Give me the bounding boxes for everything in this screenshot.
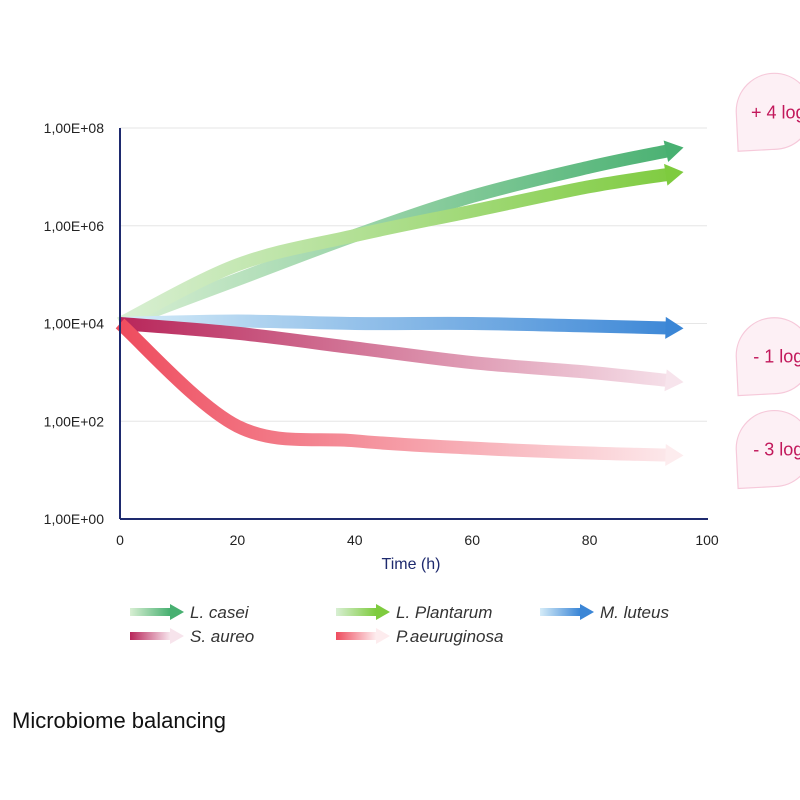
series-arrowhead-p-aeuruginosa [665, 443, 684, 466]
legend-swatch [336, 632, 376, 640]
annotation-text: - 1 log [753, 347, 800, 367]
x-tick-label: 0 [116, 532, 124, 548]
series-arrowhead-l-plantarum [664, 163, 684, 186]
legend-item-s-aureo: S. aureo [130, 627, 254, 646]
y-tick-label: 1,00E+06 [44, 218, 105, 234]
legend-item-l-plantarum: L. Plantarum [336, 603, 492, 622]
series-s-aureo [119, 317, 684, 392]
x-tick-label: 20 [230, 532, 246, 548]
series-arrowhead-m-luteus [665, 316, 684, 339]
legend-arrowhead [376, 628, 390, 644]
annotation-bubble: - 3 log [735, 410, 800, 490]
y-tick-label: 1,00E+08 [44, 120, 105, 136]
legend-label: M. luteus [600, 603, 669, 622]
x-tick-label: 40 [347, 532, 363, 548]
series-layer [115, 140, 684, 466]
axes [119, 128, 708, 520]
legend-swatch [130, 632, 170, 640]
annotation-bubble: - 1 log [735, 317, 800, 397]
annotation-text: + 4 log [751, 102, 800, 122]
series-line-m-luteus [119, 314, 668, 335]
legend-swatch [130, 608, 170, 616]
series-line-l-casei [117, 144, 670, 330]
x-axis-label: Time (h) [382, 556, 441, 573]
legend-label: P.aeuruginosa [396, 627, 503, 646]
y-tick-label: 1,00E+02 [44, 413, 105, 429]
series-l-plantarum [117, 163, 684, 330]
y-tick-label: 1,00E+00 [44, 511, 105, 527]
series-line-l-plantarum [117, 168, 669, 330]
x-tick-label: 80 [582, 532, 598, 548]
legend-label: S. aureo [190, 627, 254, 646]
legend-swatch [540, 608, 580, 616]
legend-swatch [336, 608, 376, 616]
legend-label: L. Plantarum [396, 603, 492, 622]
series-m-luteus [119, 314, 684, 339]
x-axis-ticks: 0 20 40 60 80 100 [116, 532, 719, 548]
bubble-shape [735, 72, 800, 152]
figure-caption: Microbiome balancing [12, 708, 226, 733]
legend-arrowhead [376, 604, 390, 620]
bubble-shape [735, 410, 800, 490]
x-tick-label: 100 [695, 532, 719, 548]
series-arrowhead-s-aureo [664, 369, 684, 392]
annotation-bubbles: + 4 log - 1 log - 3 log [735, 72, 800, 490]
x-tick-label: 60 [464, 532, 480, 548]
legend-label: L. casei [190, 603, 250, 622]
annotation-bubble: + 4 log [735, 72, 800, 152]
legend-item-l-casei: L. casei [130, 603, 250, 622]
legend-arrowhead [580, 604, 594, 620]
legend: L. casei L. Plantarum M. luteus S. aureo P.a… [130, 603, 669, 646]
legend-arrowhead [170, 604, 184, 620]
series-arrowhead-l-casei [663, 140, 684, 162]
y-axis-ticks: 1,00E+00 1,00E+02 1,00E+04 1,00E+06 1,00E+08 [44, 120, 105, 527]
legend-arrowhead [170, 628, 184, 644]
series-line-s-aureo [119, 317, 669, 387]
legend-item-m-luteus: M. luteus [540, 603, 669, 622]
annotation-text: - 3 log [753, 440, 800, 460]
series-p-aeuruginosa [115, 318, 684, 466]
bubble-shape [735, 317, 800, 397]
legend-item-p-aeuruginosa: P.aeuruginosa [336, 627, 503, 646]
series-line-p-aeuruginosa [115, 318, 668, 462]
y-tick-label: 1,00E+04 [44, 316, 105, 332]
